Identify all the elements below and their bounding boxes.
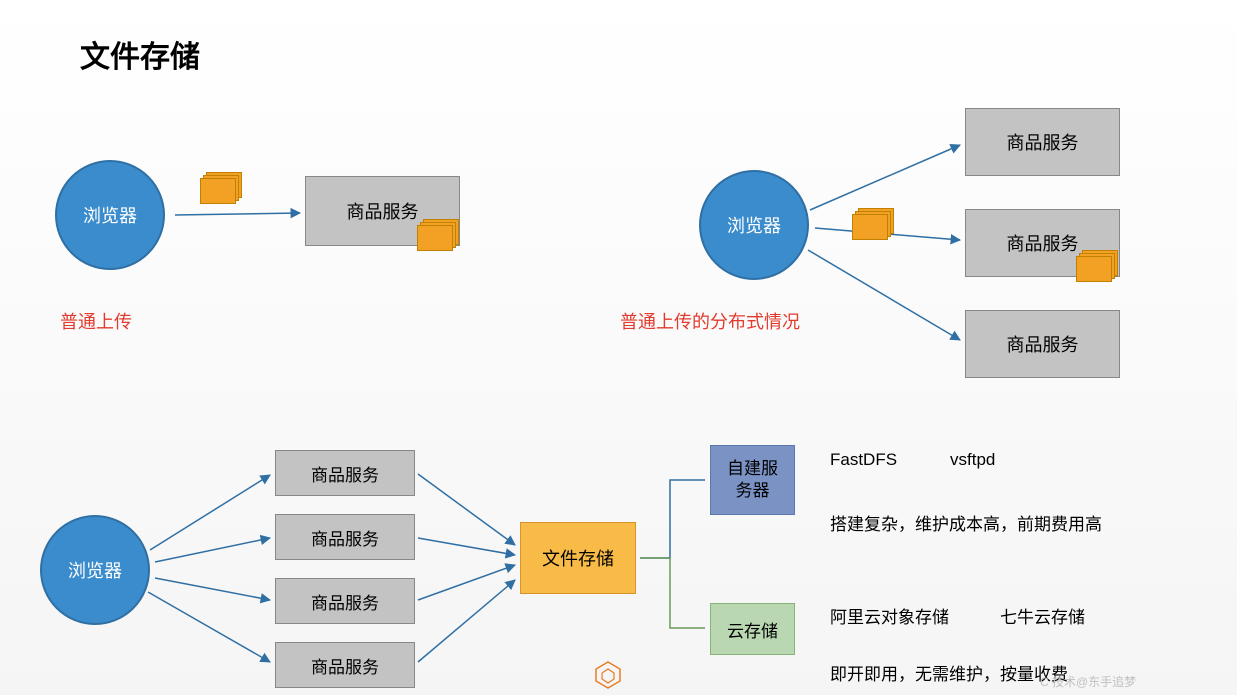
desc-line3b: 七牛云存储 [1000, 603, 1085, 628]
service-node-2a: 商品服务 [965, 108, 1120, 176]
browser-label-1: 浏览器 [83, 202, 137, 228]
desc-line2: 搭建复杂，维护成本高，前期费用高 [830, 510, 1102, 535]
browser-node-2: 浏览器 [699, 170, 809, 280]
cloud-node: 云存储 [710, 603, 795, 655]
caption-1: 普通上传 [60, 308, 132, 334]
service-label-2b: 商品服务 [1007, 230, 1079, 256]
self-server-node: 自建服 务器 [710, 445, 795, 515]
desc-line1a: FastDFS [830, 450, 897, 470]
hex-icon [593, 660, 623, 690]
browser-label-3: 浏览器 [68, 557, 122, 583]
desc-line1b: vsftpd [950, 450, 995, 470]
self-server-label: 自建服 务器 [727, 458, 778, 502]
service-node-3c: 商品服务 [275, 578, 415, 624]
service-node-3a: 商品服务 [275, 450, 415, 496]
desc-line4: 即开即用，无需维护，按量收费 [830, 660, 1068, 685]
storage-node: 文件存储 [520, 522, 636, 594]
page-title: 文件存储 [80, 32, 200, 76]
desc-line3a: 阿里云对象存储 [830, 603, 949, 628]
browser-node-1: 浏览器 [55, 160, 165, 270]
service-label-3b: 商品服务 [311, 525, 379, 550]
watermark: C 技术@东手追梦 [1040, 673, 1136, 690]
service-label-2a: 商品服务 [1007, 129, 1079, 155]
cloud-label: 云存储 [727, 617, 778, 642]
service-node-3b: 商品服务 [275, 514, 415, 560]
service-label-3a: 商品服务 [311, 461, 379, 486]
caption-2: 普通上传的分布式情况 [620, 308, 800, 334]
browser-node-3: 浏览器 [40, 515, 150, 625]
storage-label: 文件存储 [542, 545, 614, 571]
service-label-3d: 商品服务 [311, 653, 379, 678]
service-label-3c: 商品服务 [311, 589, 379, 614]
service-label-1: 商品服务 [347, 198, 419, 224]
service-node-3d: 商品服务 [275, 642, 415, 688]
browser-label-2: 浏览器 [727, 212, 781, 238]
service-label-2c: 商品服务 [1007, 331, 1079, 357]
service-node-2c: 商品服务 [965, 310, 1120, 378]
